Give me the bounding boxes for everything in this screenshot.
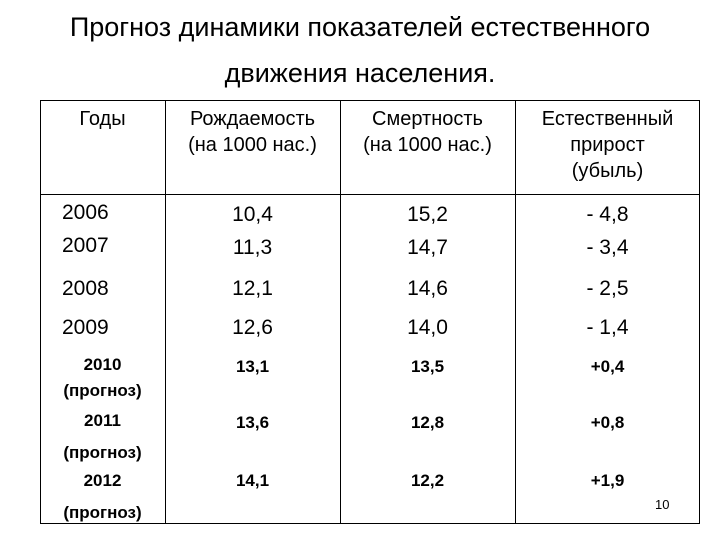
row-2007-death: 14,7 — [407, 236, 448, 259]
row-2006-death: 15,2 — [407, 203, 448, 226]
row-2012-growth: +1,9 — [590, 471, 625, 490]
table-border-bottom — [40, 523, 700, 524]
row-2007-birth: 11,3 — [232, 236, 273, 259]
row-2008-growth: - 2,5 — [586, 277, 629, 300]
header-divider — [40, 194, 700, 195]
row-2011-year-value: 2011 — [84, 411, 121, 430]
row-2009-birth: 12,6 — [232, 316, 273, 339]
column-divider-1 — [165, 100, 166, 524]
row-2008-year: 2008 — [62, 277, 109, 300]
row-2007-growth: - 3,4 — [586, 236, 629, 259]
page-number: 10 — [655, 497, 670, 512]
row-2010-year: 2010 (прогноз) — [40, 352, 165, 404]
header-growth-subtitle: прирост — [570, 134, 645, 156]
row-2007-year: 2007 — [62, 234, 109, 257]
header-birth-rate-title: Рождаемость — [189, 108, 316, 130]
row-2008-death: 14,6 — [407, 277, 448, 300]
header-death-rate: Смертность (на 1000 нас.) — [340, 106, 515, 158]
row-2010-forecast-note: (прогноз) — [63, 381, 142, 400]
row-2009-growth: - 1,4 — [586, 316, 629, 339]
title-line-1: Прогноз динамики показателей естественно… — [69, 12, 651, 42]
row-2010-birth: 13,1 — [235, 357, 270, 376]
row-2010-death: 13,5 — [410, 357, 445, 376]
header-birth-rate-unit: (на 1000 нас.) — [188, 134, 317, 156]
row-2008-birth: 12,1 — [232, 277, 273, 300]
header-year: Годы — [79, 108, 126, 130]
header-growth-note: (убыль) — [571, 160, 644, 182]
row-2011-growth: +0,8 — [590, 413, 625, 432]
row-2010-growth: +0,4 — [590, 357, 625, 376]
row-2009-death: 14,0 — [407, 316, 448, 339]
header-birth-rate: Рождаемость (на 1000 нас.) — [165, 106, 340, 158]
row-2011-year: 2011 (прогноз) — [40, 408, 165, 466]
row-2011-birth: 13,6 — [235, 413, 270, 432]
row-2012-year-value: 2012 — [83, 471, 122, 490]
header-death-rate-title: Смертность — [372, 108, 483, 130]
demographics-table: Годы Рождаемость (на 1000 нас.) Смертнос… — [40, 100, 700, 524]
table-border-right — [699, 100, 700, 524]
header-death-rate-unit: (на 1000 нас.) — [363, 134, 492, 156]
row-2011-forecast-note: (прогноз) — [63, 443, 142, 462]
row-2011-death: 12,8 — [410, 413, 445, 432]
row-2010-year-value: 2010 — [83, 355, 122, 374]
row-2012-forecast-note: (прогноз) — [63, 503, 142, 522]
title-line-2: движения населения. — [224, 58, 496, 88]
row-2006-birth: 10,4 — [232, 203, 273, 226]
table-border-left — [40, 100, 41, 524]
header-growth-title: Естественный — [541, 108, 674, 130]
column-divider-2 — [340, 100, 341, 524]
row-2012-death: 12,2 — [410, 471, 445, 490]
page-title: Прогноз динамики показателей естественно… — [0, 4, 720, 96]
row-2006-growth: - 4,8 — [586, 203, 629, 226]
header-natural-growth: Естественный прирост (убыль) — [515, 106, 700, 184]
column-divider-3 — [515, 100, 516, 524]
row-2009-year: 2009 — [62, 316, 109, 339]
row-2006-year: 2006 — [62, 201, 109, 224]
table-border-top — [40, 100, 700, 101]
row-2012-year: 2012 (прогноз) — [40, 468, 165, 526]
row-2012-birth: 14,1 — [235, 471, 270, 490]
